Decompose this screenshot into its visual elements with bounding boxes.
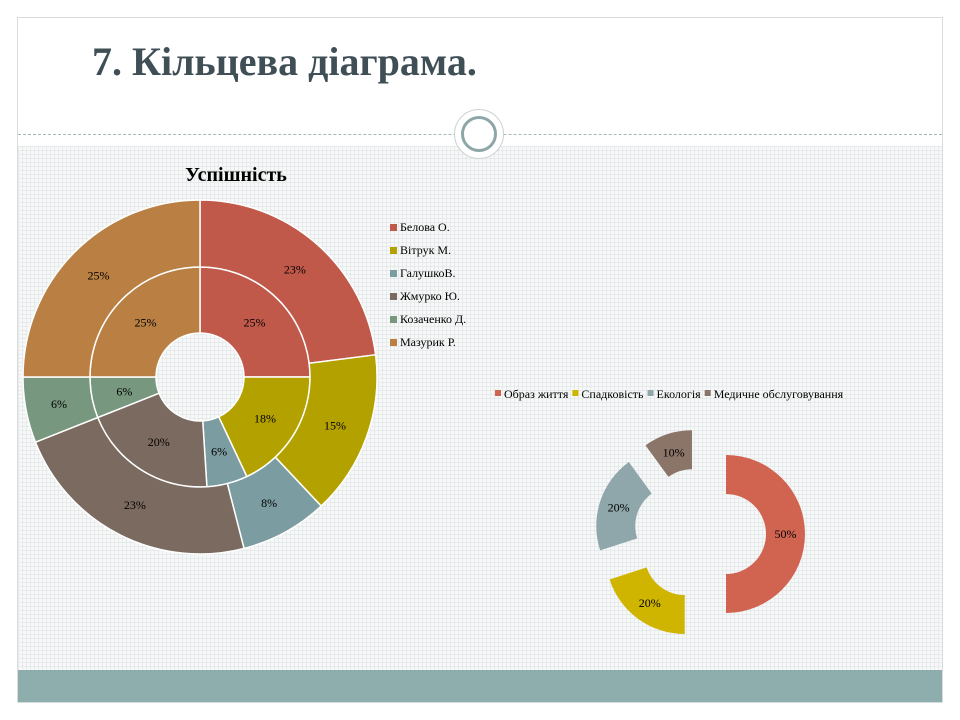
outer-ring-slice-белова-о (199, 199, 377, 365)
slice-екологія (596, 462, 652, 551)
legend-label-медичне-обслуговування: Медичне обслуговування (714, 387, 844, 401)
chart-title: Успішність (185, 164, 287, 186)
outer-ring-slice-мазурик-р (22, 199, 201, 378)
outer-ring-label-галушков: 8% (261, 496, 277, 510)
decorative-circle-ring (461, 116, 497, 152)
legend-marker-жмурко-ю (390, 293, 397, 300)
legend-label-спадковість: Спадковість (581, 387, 644, 401)
legend-marker-медичне-обслуговування (704, 390, 711, 396)
legend-marker-образ-життя (495, 390, 501, 396)
legend-marker-вітрук-м (390, 247, 397, 254)
legend-label-козаченко-д: Козаченко Д. (400, 312, 466, 326)
data-label-медичне-обслуговування: 10% (663, 446, 685, 460)
doughnut-chart-health-factors: Образ життя Спадковість Екологія Медичне об… (495, 387, 844, 635)
legend-label-екологія: Екологія (657, 387, 702, 401)
slice-спадковість (609, 567, 685, 635)
chart-legend: Белова О. Вітрук М. ГалушкоВ. Жмурко Ю. Коза… (390, 220, 466, 349)
slice-медичне-обслуговування (645, 430, 692, 477)
legend-marker-екологія (647, 390, 654, 396)
outer-ring-label-белова-о: 23% (284, 262, 306, 276)
legend-marker-белова-о (390, 224, 397, 231)
inner-ring-label-мазурик-р: 25% (135, 316, 157, 330)
outer-ring-label-вітрук-м: 15% (324, 419, 346, 433)
footer-bar (18, 670, 942, 702)
legend-marker-мазурик-р (390, 339, 397, 346)
legend-label-жмурко-ю: Жмурко Ю. (400, 289, 460, 303)
outer-ring-label-козаченко-д: 6% (51, 397, 67, 411)
inner-ring-label-вітрук-м: 18% (254, 411, 276, 425)
data-label-спадковість: 20% (639, 596, 661, 610)
legend-marker-спадковість (572, 390, 579, 396)
inner-ring-label-галушков: 6% (211, 445, 227, 459)
legend-marker-галушков (390, 270, 397, 277)
data-label-екологія: 20% (608, 501, 630, 515)
legend-label-образ-життя: Образ життя (504, 387, 569, 401)
legend-marker-козаченко-д (390, 316, 397, 323)
outer-ring-slice-жмурко-ю (34, 416, 245, 555)
inner-ring-label-белова-о: 25% (243, 316, 265, 330)
slide-frame (17, 17, 943, 703)
slice-образ-життя (726, 455, 805, 613)
data-label-образ-життя: 50% (775, 527, 797, 541)
legend-label-вітрук-м: Вітрук М. (400, 243, 451, 257)
legend-label-галушков: ГалушкоВ. (400, 266, 456, 280)
legend-label-мазурик-р: Мазурик Р. (400, 335, 456, 349)
legend-label-белова-о: Белова О. (400, 220, 450, 234)
outer-ring-label-мазурик-р: 25% (88, 269, 110, 283)
inner-ring-label-козаченко-д: 6% (116, 384, 132, 398)
inner-ring-label-жмурко-ю: 20% (148, 435, 170, 449)
chart-legend: Образ життя Спадковість Екологія Медичне об… (495, 387, 844, 401)
doughnut-chart-uspishnist: Успішність 25% 18% 6% 20% 6% 25% 23% 15% 8% 23% 6%… (22, 164, 466, 555)
outer-ring-label-жмурко-ю: 23% (124, 498, 146, 512)
slide-title: 7. Кільцева діаграма. (92, 39, 477, 84)
